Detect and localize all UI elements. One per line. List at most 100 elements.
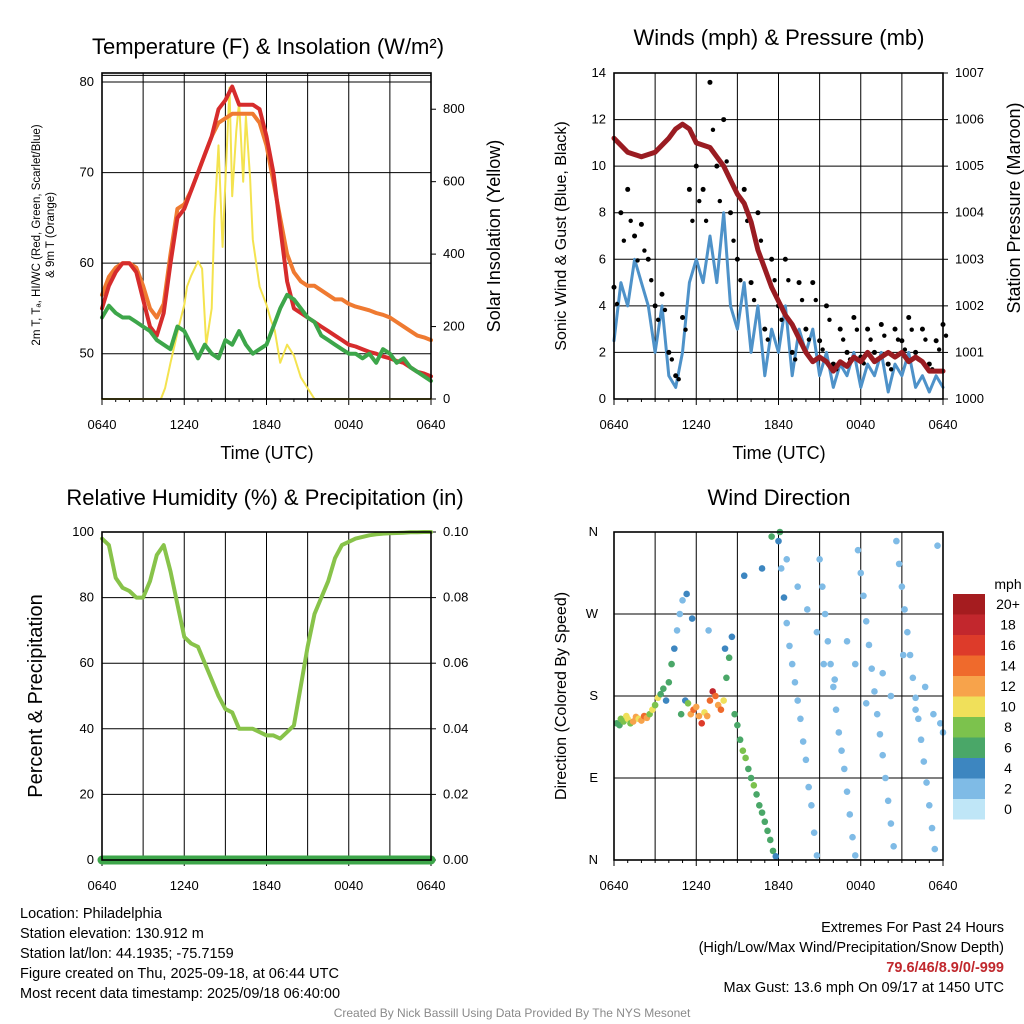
- dir-point: [788, 660, 796, 668]
- wind-gust-point: [645, 256, 651, 262]
- rh-x-tick-label: 0640: [417, 878, 446, 893]
- dir-point: [673, 627, 681, 634]
- dir-point: [692, 703, 700, 711]
- dir-point: [783, 556, 791, 563]
- dir-point: [921, 683, 929, 691]
- wind-gust-point: [895, 337, 901, 342]
- extremes-summary: Extremes For Past 24 Hours (High/Low/Max…: [699, 918, 1004, 998]
- wind-gust-point: [700, 186, 706, 192]
- temp-y2-tick-label: 200: [443, 319, 465, 334]
- temp-series-line-0: [101, 86, 432, 400]
- wind-gust-point: [871, 349, 877, 355]
- wind-gust-point: [806, 337, 812, 342]
- dir-point: [923, 779, 930, 786]
- dir-point: [758, 809, 766, 816]
- wind-gust-point: [885, 361, 891, 367]
- wind-y2-tick-label: 1003: [955, 251, 984, 266]
- dir-point: [703, 712, 711, 720]
- wind-y2-tick-label: 1002: [955, 298, 984, 313]
- dir-point: [777, 565, 785, 572]
- dir-x-tick-label: 1240: [682, 878, 711, 893]
- dir-point: [679, 597, 686, 604]
- dir-point: [684, 699, 692, 707]
- dir-point: [831, 676, 839, 683]
- dir-point: [706, 697, 714, 704]
- dir-point: [884, 797, 892, 805]
- wind-y-tick-label: 2: [599, 344, 606, 359]
- wind-gust-point: [909, 327, 914, 332]
- dir-point: [887, 820, 895, 827]
- dir-point: [820, 660, 828, 668]
- dir-point: [899, 651, 907, 659]
- wind-x-tick-label: 1840: [764, 417, 793, 432]
- wind-y2-label: Station Pressure (Maroon): [1004, 102, 1024, 313]
- dir-point: [660, 685, 667, 693]
- rh-frame: [101, 531, 432, 861]
- dir-legend-swatch: [953, 676, 985, 697]
- dir-point: [868, 665, 876, 672]
- dir-legend-swatch: [953, 594, 985, 615]
- dir-point: [830, 683, 837, 691]
- dir-point: [662, 697, 670, 704]
- wind-gust-point: [728, 210, 734, 216]
- wind-y-label: Sonic Wind & Gust (Blue, Black): [553, 121, 570, 350]
- dir-legend-label: 12: [1000, 678, 1016, 694]
- rh-x-tick-label: 1840: [252, 878, 281, 893]
- dir-point: [912, 706, 919, 713]
- dir-legend-label: 8: [1004, 719, 1012, 735]
- wind-gust-point: [793, 357, 798, 362]
- dir-point: [920, 758, 928, 765]
- temp-y2-tick-label: 400: [443, 246, 465, 261]
- temp-y-tick-label: 70: [80, 165, 94, 180]
- wind-x-label: Time (UTC): [732, 443, 825, 463]
- wind-gust-point: [642, 248, 647, 253]
- dir-y-tick-label: S: [589, 688, 598, 703]
- dir-legend-label: 0: [1004, 801, 1012, 817]
- dir-point: [895, 560, 903, 568]
- rh-y2-tick-label: 0.04: [443, 721, 468, 736]
- dir-point: [651, 701, 659, 709]
- dir-point: [723, 674, 730, 682]
- wind-gust-point: [724, 159, 729, 164]
- wind-y2-tick-label: 1004: [955, 205, 984, 220]
- dir-legend-swatch: [953, 737, 985, 758]
- dir-point: [780, 594, 788, 601]
- dir-legend-swatch: [953, 799, 985, 820]
- dir-y-tick-label: W: [586, 606, 599, 621]
- dir-legend-label: 18: [1000, 617, 1016, 633]
- station-info: Location: Philadelphia Station elevation…: [20, 904, 340, 1004]
- dir-title: Wind Direction: [707, 485, 850, 510]
- dir-x-tick-label: 0040: [846, 878, 875, 893]
- dir-point: [857, 569, 865, 577]
- wind-gust-point: [913, 349, 919, 355]
- wind-pressure-line: [611, 121, 946, 374]
- dir-point: [917, 736, 925, 744]
- wind-gust-point: [789, 349, 795, 355]
- wind-gust-point: [765, 337, 770, 342]
- dir-point: [876, 730, 884, 738]
- dir-point: [797, 715, 804, 723]
- dir-point: [925, 802, 933, 809]
- dir-point: [854, 546, 862, 554]
- wind-gust-point: [618, 210, 624, 216]
- dir-point: [813, 852, 821, 859]
- dir-point: [862, 617, 870, 625]
- rh-x-tick-label: 0640: [88, 878, 117, 893]
- wind-y2-tick-label: 1001: [955, 344, 984, 359]
- wind-gust-point: [738, 278, 743, 283]
- dir-point: [783, 619, 791, 627]
- dir-legend-swatch: [953, 696, 985, 717]
- wind-gust-point: [680, 315, 686, 320]
- dir-point: [865, 641, 873, 649]
- wind-x-tick-label: 0640: [929, 417, 958, 432]
- wind-gust-point: [741, 186, 747, 192]
- dir-legend-swatch: [953, 717, 985, 738]
- dir-point: [768, 533, 775, 540]
- dir-point: [898, 583, 906, 590]
- dir-point: [725, 654, 733, 662]
- wind-gust-point: [707, 79, 713, 85]
- dir-point: [871, 688, 878, 695]
- wind-gust-point: [813, 297, 818, 303]
- temp-series-line-2: [100, 84, 433, 379]
- extremes-values: 79.6/46/8.9/0/-999: [886, 960, 1004, 976]
